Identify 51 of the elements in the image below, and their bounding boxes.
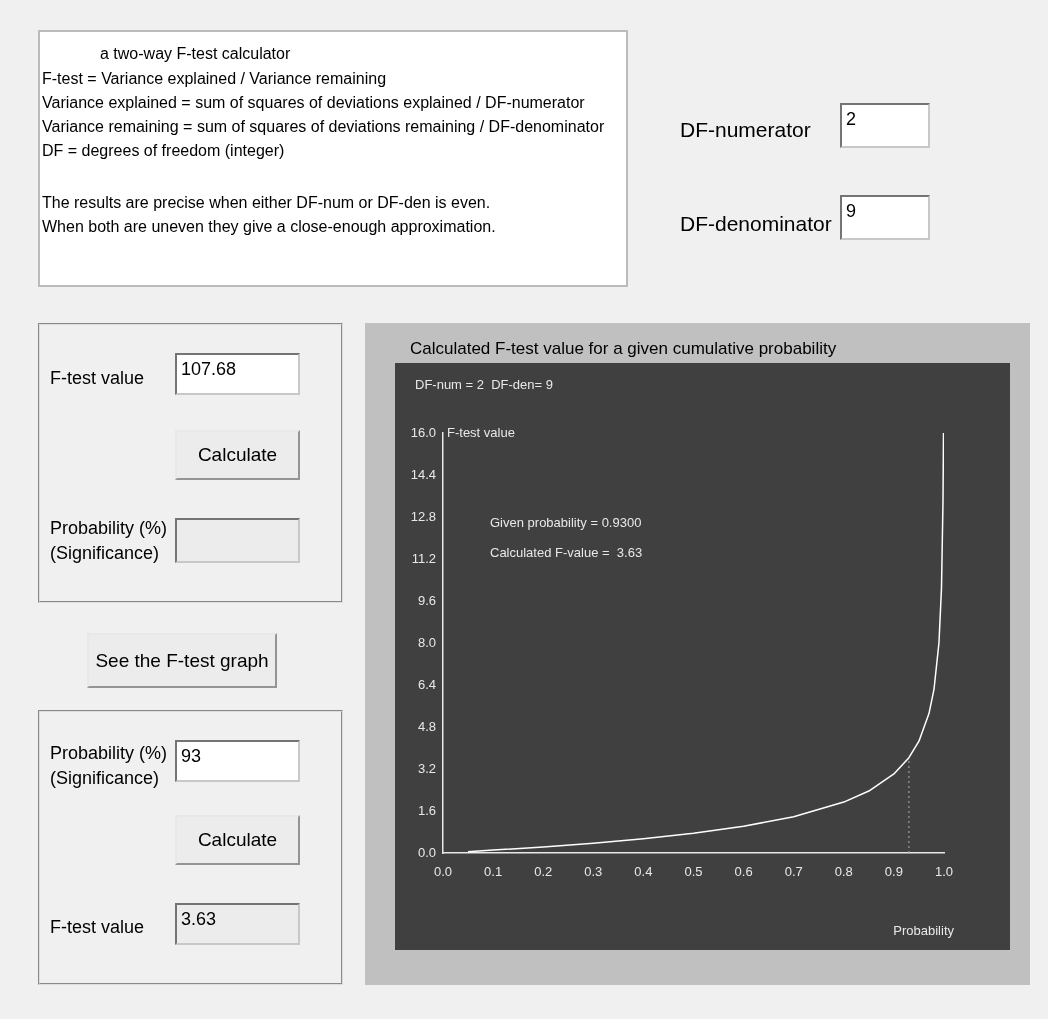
text: 3.63: [175, 903, 300, 945]
x-tick-label: 0.6: [734, 864, 753, 880]
x-tick-label: 1.0: [934, 864, 954, 880]
x-axis-title: Probability: [893, 922, 955, 938]
y-tick-label: 12.8: [410, 508, 436, 524]
text: F-test = Variance explained / Variance remaining: [42, 70, 387, 88]
y-tick-label: 6.4: [417, 676, 436, 692]
y-tick-label: 9.6: [417, 592, 436, 608]
x-tick-label: 0.0: [433, 864, 453, 880]
text: 93: [175, 740, 300, 782]
chart-title: Calculated F-test value for a given cumulative probability: [410, 339, 837, 359]
y-tick-label: 16.0: [410, 424, 436, 440]
y-tick-label: 0.0: [417, 844, 436, 860]
text: F-test value: [50, 917, 145, 938]
annotation: Given probability = 0.9300: [490, 514, 642, 530]
x-tick-label: 0.8: [834, 864, 853, 880]
y-tick-label: 11.2: [411, 550, 436, 566]
text: F-test value: [50, 368, 145, 389]
text: DF-denominator: [680, 212, 832, 236]
text: Probability (%): [50, 743, 168, 764]
text: a two-way F-test calculator: [100, 45, 291, 63]
x-tick-label: 0.1: [484, 864, 503, 880]
text: The results are precise when either DF-num or DF-den is even.: [42, 194, 491, 212]
text: Calculate: [175, 815, 300, 865]
x-tick-label: 0.5: [684, 864, 703, 880]
text: Variance remaining = sum of squares of deviations remaining / DF-denominator: [42, 118, 605, 136]
y-tick-label: 3.2: [417, 760, 436, 776]
y-tick-label: 8.0: [417, 634, 436, 650]
x-tick-label: 0.3: [584, 864, 603, 880]
text: DF = degrees of freedom (integer): [42, 142, 285, 160]
annotation: Calculated F-value = 3.63: [490, 544, 643, 560]
text: Probability (%): [50, 518, 168, 539]
text: (Significance): [50, 543, 160, 564]
y-tick-label: 4.8: [417, 718, 436, 734]
y-axis-title: F-test value: [447, 424, 515, 440]
text: (Significance): [50, 768, 160, 789]
y-tick-label: 1.6: [417, 802, 436, 818]
text: Variance explained = sum of squares of deviations explained / DF-numerator: [42, 94, 585, 112]
text: Calculate: [175, 430, 300, 480]
text: DF-num = 2 DF-den= 9: [415, 376, 553, 392]
text: See the F-test graph: [87, 633, 277, 688]
text: When both are uneven they give a close-enough approximation.: [42, 218, 496, 236]
x-tick-label: 0.9: [884, 864, 903, 880]
text: 9: [840, 195, 930, 240]
text: 107.68: [175, 353, 300, 395]
x-tick-label: 0.7: [784, 864, 803, 880]
x-tick-label: 0.4: [634, 864, 653, 880]
text: DF-numerator: [680, 118, 811, 142]
y-tick-label: 14.4: [410, 466, 436, 482]
text: 2: [840, 103, 930, 148]
x-tick-label: 0.2: [534, 864, 553, 880]
